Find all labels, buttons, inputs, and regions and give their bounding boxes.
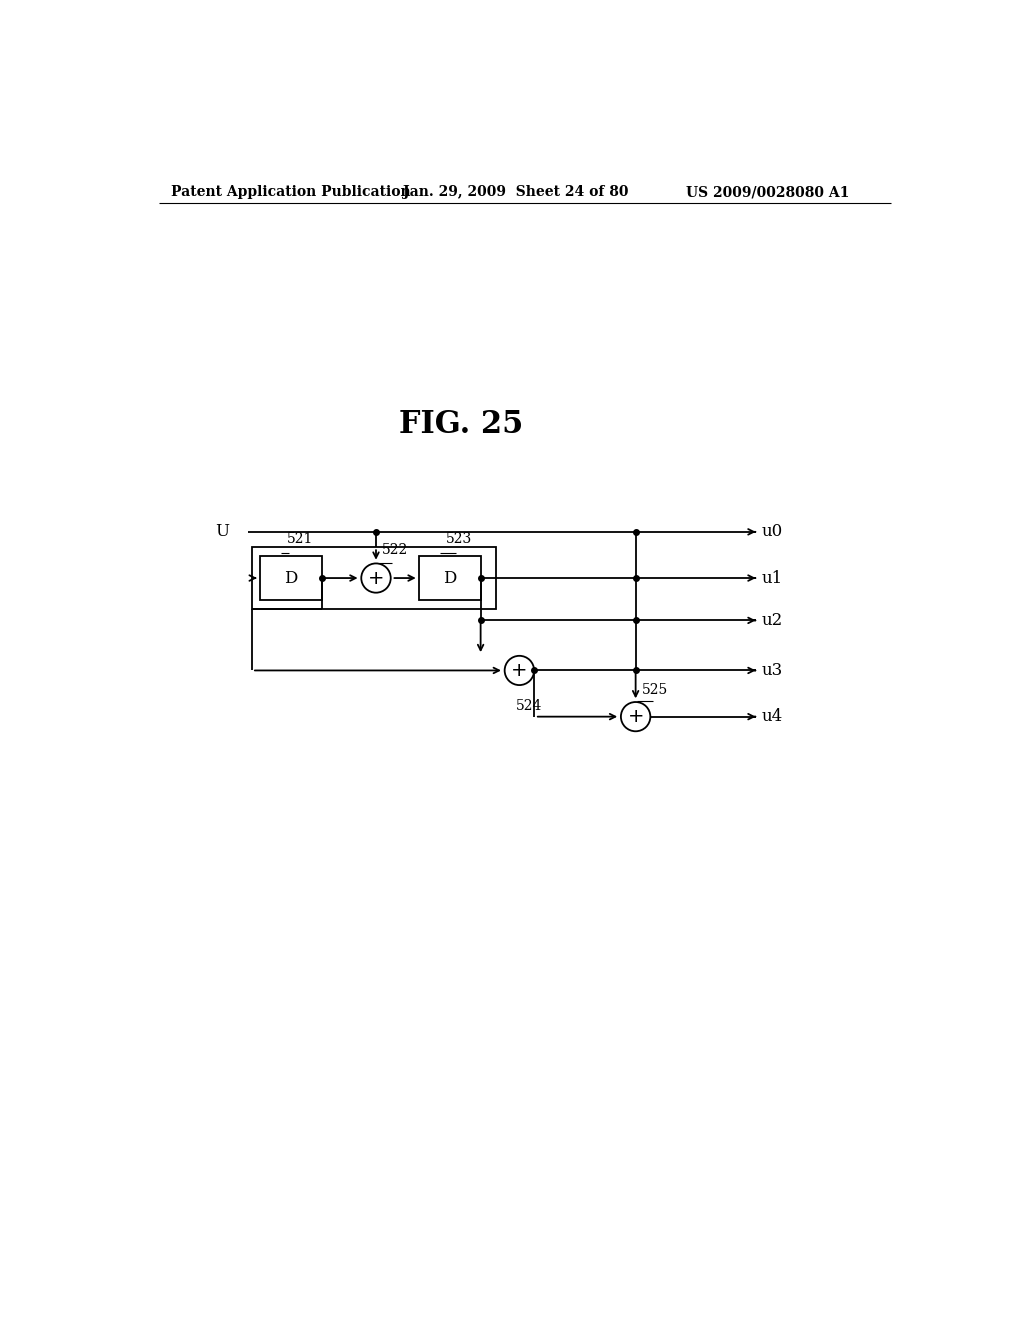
Text: 525: 525 xyxy=(642,684,668,697)
Text: D: D xyxy=(443,569,457,586)
Text: US 2009/0028080 A1: US 2009/0028080 A1 xyxy=(686,185,849,199)
Text: +: + xyxy=(511,661,527,680)
Text: Jan. 29, 2009  Sheet 24 of 80: Jan. 29, 2009 Sheet 24 of 80 xyxy=(403,185,629,199)
Bar xyxy=(260,556,322,601)
Circle shape xyxy=(621,702,650,731)
Text: 521: 521 xyxy=(287,532,313,546)
Text: FIG. 25: FIG. 25 xyxy=(399,409,523,440)
Text: Patent Application Publication: Patent Application Publication xyxy=(171,185,411,199)
Text: +: + xyxy=(628,708,644,726)
Circle shape xyxy=(505,656,535,685)
Text: 524: 524 xyxy=(515,700,542,713)
Text: u3: u3 xyxy=(761,661,782,678)
Text: u2: u2 xyxy=(761,612,782,628)
Text: u0: u0 xyxy=(761,523,782,540)
Text: 522: 522 xyxy=(381,544,408,557)
Bar xyxy=(419,556,480,601)
Text: u1: u1 xyxy=(761,569,782,586)
Text: D: D xyxy=(284,569,297,586)
Bar xyxy=(252,548,496,609)
Text: U: U xyxy=(215,523,228,540)
Text: +: + xyxy=(368,569,384,587)
Text: u4: u4 xyxy=(761,708,782,725)
Circle shape xyxy=(361,564,391,593)
Text: 523: 523 xyxy=(445,532,472,546)
